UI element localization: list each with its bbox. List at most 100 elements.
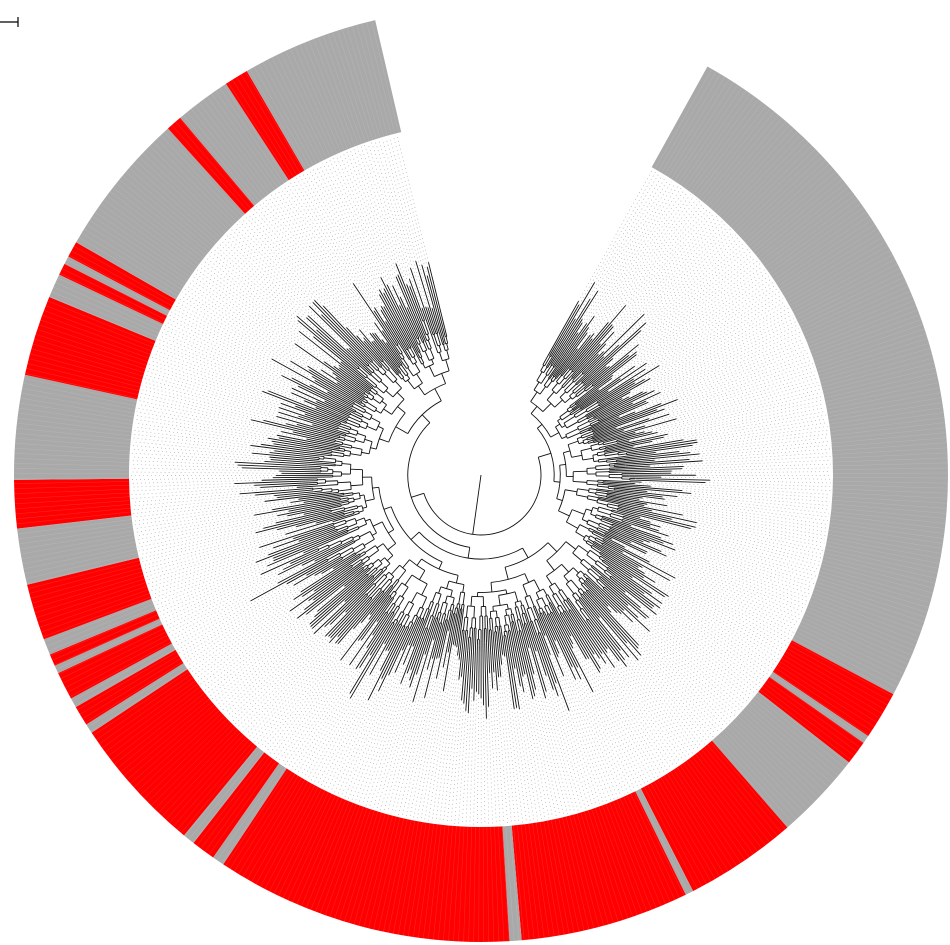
internal-branch bbox=[601, 543, 613, 551]
clade-arc bbox=[583, 580, 586, 583]
tip-guide bbox=[528, 647, 575, 813]
tip-guide bbox=[545, 675, 590, 808]
internal-branch bbox=[580, 406, 586, 410]
tip-guide bbox=[250, 211, 365, 342]
internal-branch bbox=[581, 431, 593, 437]
internal-branch bbox=[352, 568, 364, 578]
internal-branch bbox=[364, 384, 371, 391]
internal-branch bbox=[445, 336, 449, 344]
clade-arc bbox=[575, 394, 578, 397]
internal-branch bbox=[340, 423, 352, 429]
internal-branch bbox=[383, 568, 388, 572]
internal-branch bbox=[608, 485, 615, 488]
terminal-branch bbox=[436, 632, 444, 659]
clade-arc bbox=[435, 591, 442, 595]
terminal-branch bbox=[269, 456, 324, 463]
tip-guide bbox=[309, 169, 380, 295]
tip-guide bbox=[461, 712, 469, 825]
terminal-branch bbox=[409, 278, 422, 313]
tip-guide bbox=[649, 631, 738, 714]
terminal-branch bbox=[604, 365, 660, 400]
clade-arc bbox=[356, 505, 359, 509]
internal-branch bbox=[596, 489, 610, 493]
internal-branch bbox=[326, 451, 332, 454]
internal-branch bbox=[580, 429, 590, 435]
internal-branch bbox=[589, 419, 599, 425]
internal-branch bbox=[581, 607, 590, 619]
clade-arc bbox=[560, 612, 563, 614]
clade-arc bbox=[363, 494, 368, 508]
clade-arc bbox=[336, 528, 338, 531]
terminal-branch bbox=[333, 556, 352, 570]
internal-branch bbox=[432, 330, 436, 335]
tip-guide bbox=[439, 659, 460, 823]
tip-guide bbox=[634, 294, 782, 384]
terminal-branch bbox=[601, 550, 644, 579]
terminal-branch bbox=[384, 624, 397, 645]
clade-arc bbox=[514, 606, 518, 608]
internal-branch bbox=[546, 575, 553, 586]
tip-guide bbox=[143, 381, 298, 425]
terminal-branch bbox=[352, 283, 396, 347]
terminal-branch bbox=[475, 645, 478, 692]
internal-branch bbox=[581, 433, 594, 439]
tip-guide bbox=[600, 668, 665, 774]
internal-branch bbox=[511, 621, 514, 628]
tip-guide bbox=[131, 483, 235, 488]
internal-branch bbox=[571, 403, 581, 410]
terminal-branch bbox=[489, 635, 494, 689]
internal-branch bbox=[557, 606, 562, 614]
internal-branch bbox=[548, 586, 555, 595]
terminal-branch bbox=[332, 372, 355, 388]
internal-branch bbox=[451, 613, 455, 623]
terminal-branch bbox=[569, 623, 601, 673]
internal-branch bbox=[394, 380, 402, 389]
internal-branch bbox=[419, 618, 425, 628]
internal-branch bbox=[617, 506, 624, 509]
internal-branch bbox=[383, 595, 391, 604]
tip-guide bbox=[133, 430, 251, 446]
terminal-branch bbox=[254, 501, 332, 516]
internal-branch bbox=[337, 481, 351, 484]
internal-branch bbox=[585, 402, 598, 411]
terminal-branch bbox=[337, 605, 366, 638]
clade-arc bbox=[379, 379, 383, 383]
internal-branch bbox=[591, 532, 604, 540]
internal-branch bbox=[364, 598, 373, 607]
clade-arc bbox=[538, 607, 542, 610]
internal-branch bbox=[592, 531, 605, 538]
clade-arc bbox=[401, 357, 405, 360]
tip-guide bbox=[149, 538, 294, 588]
terminal-branch bbox=[511, 640, 521, 687]
clade-arc bbox=[582, 535, 587, 540]
terminal-branch bbox=[594, 390, 655, 421]
internal-branch bbox=[439, 623, 443, 630]
internal-branch bbox=[606, 458, 617, 461]
internal-branch bbox=[600, 555, 605, 559]
internal-branch bbox=[433, 327, 437, 334]
internal-branch bbox=[603, 559, 607, 563]
internal-branch bbox=[337, 410, 350, 417]
internal-branch bbox=[491, 618, 494, 630]
internal-branch bbox=[397, 406, 406, 414]
internal-branch bbox=[369, 393, 375, 398]
internal-branch bbox=[590, 535, 596, 540]
tip-guide bbox=[173, 600, 251, 644]
internal-branch bbox=[603, 538, 611, 543]
internal-branch bbox=[595, 468, 610, 470]
internal-branch bbox=[586, 467, 596, 469]
terminal-branch bbox=[602, 479, 642, 483]
internal-branch bbox=[540, 374, 548, 384]
internal-branch bbox=[336, 412, 349, 419]
terminal-branch bbox=[290, 494, 340, 503]
tip-guide bbox=[608, 206, 706, 323]
internal-branch bbox=[360, 404, 365, 408]
internal-branch bbox=[592, 426, 606, 433]
terminal-branch bbox=[293, 528, 322, 540]
clade-arc bbox=[565, 434, 568, 439]
internal-branch bbox=[518, 630, 523, 645]
clade-arc bbox=[416, 592, 427, 598]
ring-segment-red bbox=[49, 610, 160, 666]
terminal-branch bbox=[431, 308, 441, 337]
internal-branch bbox=[556, 367, 565, 379]
